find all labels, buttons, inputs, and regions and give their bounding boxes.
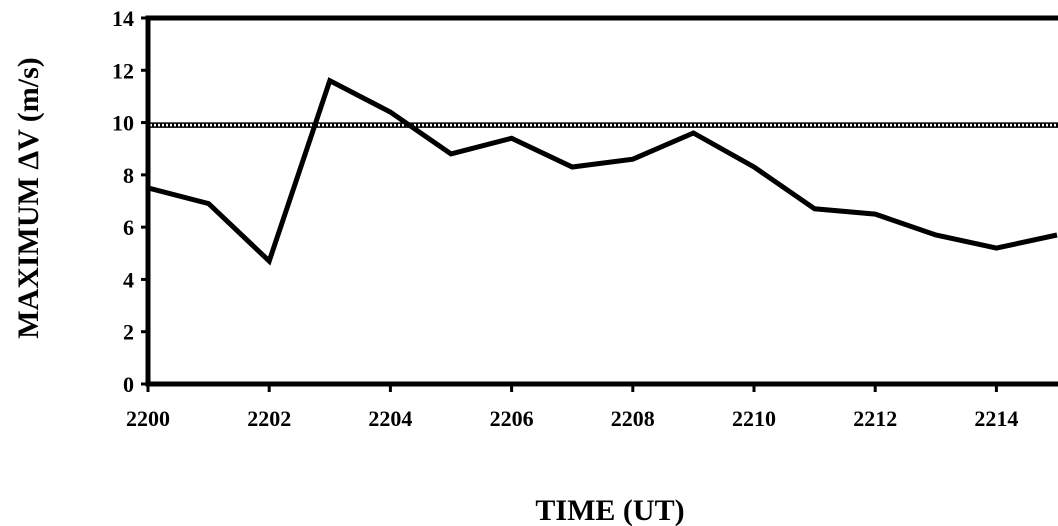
data-point <box>752 165 757 170</box>
data-point <box>812 206 817 211</box>
y-tick-label: 0 <box>123 372 134 397</box>
series-line <box>148 77 1058 266</box>
x-tick-label: 2214 <box>974 406 1018 431</box>
y-tick-label: 10 <box>112 111 134 136</box>
x-tick-label: 2204 <box>368 406 412 431</box>
x-tick-label: 2200 <box>126 406 170 431</box>
x-axis: 2200 2202 2204 2206 2208 2210 2212 2214 <box>126 384 1018 431</box>
y-tick-label: 6 <box>123 215 134 240</box>
x-tick-label: 2210 <box>732 406 776 431</box>
data-point <box>570 165 575 170</box>
x-tick-label: 2202 <box>247 406 291 431</box>
y-tick-label: 8 <box>123 163 134 188</box>
reference-line-layer <box>148 122 1058 128</box>
data-point <box>327 78 332 83</box>
data-point <box>449 151 454 156</box>
data-point <box>267 259 272 264</box>
y-axis-title: MAXIMUM ΔV (m/s) <box>12 57 45 339</box>
x-axis-title: TIME (UT) <box>535 494 684 526</box>
data-point <box>691 131 696 136</box>
y-tick-label: 12 <box>112 58 134 83</box>
x-tick-label: 2206 <box>490 406 534 431</box>
x-tick-label: 2212 <box>853 406 897 431</box>
data-point <box>206 201 211 206</box>
data-point <box>873 212 878 217</box>
data-point <box>994 246 999 251</box>
plot-area <box>145 15 1058 387</box>
y-tick-label: 4 <box>123 267 134 292</box>
y-axis: 0 2 4 6 8 10 12 14 <box>112 6 148 397</box>
y-tick-label: 2 <box>123 320 134 345</box>
y-tick-label: 14 <box>112 6 134 31</box>
data-point <box>509 136 514 141</box>
data-point <box>388 110 393 115</box>
data-point <box>933 233 938 238</box>
x-tick-label: 2208 <box>611 406 655 431</box>
data-point <box>630 157 635 162</box>
series-layer <box>148 77 1058 266</box>
